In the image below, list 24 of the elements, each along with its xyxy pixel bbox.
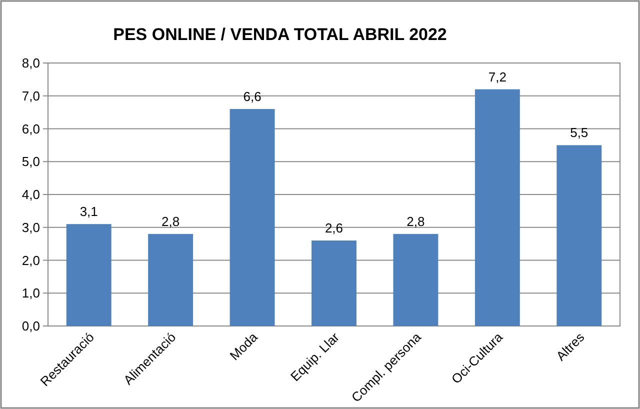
y-tick-label: 2,0 (22, 252, 40, 268)
data-label: 5,5 (570, 125, 588, 140)
y-tick-label: 6,0 (22, 121, 40, 136)
y-tick-label: 8,0 (22, 56, 40, 71)
data-label: 2,8 (162, 214, 180, 229)
data-label: 7,2 (488, 69, 506, 84)
bar (148, 234, 194, 326)
bar (474, 89, 520, 326)
bar (393, 234, 438, 326)
data-label: 3,1 (80, 204, 98, 220)
bar (556, 145, 602, 326)
bar (312, 240, 356, 326)
y-tick-label: 0,0 (22, 318, 40, 334)
chart-title: PES ONLINE / VENDA TOTAL ABRIL 2022 (113, 25, 447, 44)
data-label: 6,6 (243, 89, 262, 104)
y-tick-label: 1,0 (22, 286, 40, 301)
bar (230, 109, 275, 326)
data-label: 2,8 (406, 214, 425, 229)
y-tick-label: 4,0 (22, 187, 40, 202)
data-label: 2,6 (324, 220, 344, 236)
y-tick-label: 3,0 (22, 220, 40, 235)
bar (66, 224, 112, 326)
y-tick-label: 7,0 (22, 88, 40, 104)
y-tick-label: 5,0 (22, 154, 40, 170)
